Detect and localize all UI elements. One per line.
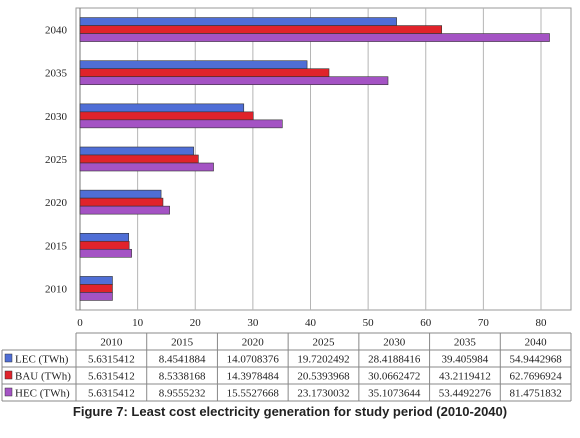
table-header-cell: 2025: [313, 337, 336, 349]
bar-lec-2025: [79, 146, 194, 156]
table-value-cell: 35.1073644: [368, 388, 421, 400]
table-value-cell: 14.3978484: [227, 371, 280, 383]
bar-hec-2040: [79, 33, 550, 42]
bar-lec-2040: [79, 17, 397, 26]
y-tick-label: 2020: [45, 197, 68, 209]
legend-swatch-lec: [4, 353, 13, 363]
bar-hec-2030: [79, 119, 283, 129]
x-tick-label: 30: [247, 317, 259, 329]
bar-bau-2025: [79, 154, 199, 164]
table-value-cell: 23.1730032: [297, 388, 349, 400]
table-header-cell: 2035: [454, 337, 477, 349]
legend-swatch-bau: [4, 370, 13, 380]
x-tick-label: 60: [420, 317, 432, 329]
x-tick-label: 10: [132, 317, 144, 329]
y-tick-label: 2025: [45, 154, 68, 166]
bar-hec-2015: [79, 248, 132, 258]
bar-hec-2010: [79, 292, 113, 301]
table-value-cell: 5.6315412: [88, 371, 135, 383]
y-tick-label: 2040: [45, 25, 68, 37]
y-tick-label: 2035: [45, 68, 68, 80]
table-value-cell: 5.6315412: [88, 388, 135, 400]
bar-bau-2030: [79, 111, 254, 121]
data-table: 2010 2015 2020 2025 2030 2035 2040 LEC (TWh) 5.6…: [1, 332, 572, 402]
x-tick-label: 80: [536, 317, 548, 329]
table-value-cell: 28.4188416: [368, 354, 421, 366]
x-tick-label: 20: [190, 317, 202, 329]
legend-label: HEC (TWh): [15, 388, 70, 400]
bar-lec-2035: [79, 60, 308, 70]
bar-bau-2035: [79, 68, 330, 78]
legend-label: BAU (TWh): [15, 371, 71, 383]
table-value-cell: 54.9442968: [510, 354, 563, 366]
table-value-cell: 30.0662472: [368, 371, 420, 383]
bar-bau-2015: [79, 240, 130, 250]
table-header-cell: 2015: [171, 337, 194, 349]
bar-lec-2030: [79, 103, 245, 113]
table-value-cell: 14.0708376: [227, 354, 280, 366]
bar-hec-2025: [79, 162, 214, 172]
bar-bau-2010: [79, 284, 113, 293]
y-tick-label: 2015: [45, 240, 68, 252]
table-value-cell: 43.2119412: [439, 371, 491, 383]
table-header-cell: 2040: [525, 337, 548, 349]
x-tick-label: 40: [305, 317, 317, 329]
bars: [79, 17, 550, 301]
x-tick-label: 70: [478, 317, 490, 329]
table-header-cell: 2030: [383, 337, 406, 349]
bar-hec-2020: [79, 205, 170, 215]
table-value-cell: 20.5393968: [297, 371, 350, 383]
figure-caption: Figure 7: Least cost electricity generat…: [72, 404, 508, 419]
table-value-cell: 8.4541884: [159, 354, 206, 366]
bar-hec-2035: [79, 76, 389, 86]
table-value-cell: 53.4492276: [439, 388, 492, 400]
bar-lec-2015: [79, 232, 130, 242]
table-header-cell: 2010: [100, 337, 123, 349]
table-header-cell: 2020: [242, 337, 265, 349]
x-axis-tick-labels: 0 10 20 30 40 50 60 70 80: [77, 317, 547, 329]
legend-label: LEC (TWh): [15, 354, 69, 366]
table-value-cell: 8.5338168: [159, 371, 206, 383]
legend-swatch-hec: [4, 387, 13, 397]
y-axis-labels: 2010 2015 2020 2025 2030 2035 2040: [45, 25, 68, 296]
bar-lec-2020: [79, 189, 162, 199]
table-value-cell: 81.4751832: [510, 388, 562, 400]
y-tick-label: 2010: [45, 283, 68, 295]
table-value-cell: 39.405984: [442, 354, 489, 366]
table-value-cell: 62.7696924: [510, 371, 563, 383]
bar-bau-2040: [79, 25, 443, 34]
table-value-cell: 19.7202492: [297, 354, 349, 366]
table-value-cell: 5.6315412: [88, 354, 135, 366]
table-value-cell: 15.5527668: [227, 388, 280, 400]
y-tick-label: 2030: [45, 111, 68, 123]
bar-bau-2020: [79, 197, 164, 207]
x-tick-label: 0: [77, 317, 83, 329]
x-tick-label: 50: [363, 317, 375, 329]
bar-lec-2010: [79, 276, 113, 285]
table-value-cell: 8.9555232: [159, 388, 206, 400]
